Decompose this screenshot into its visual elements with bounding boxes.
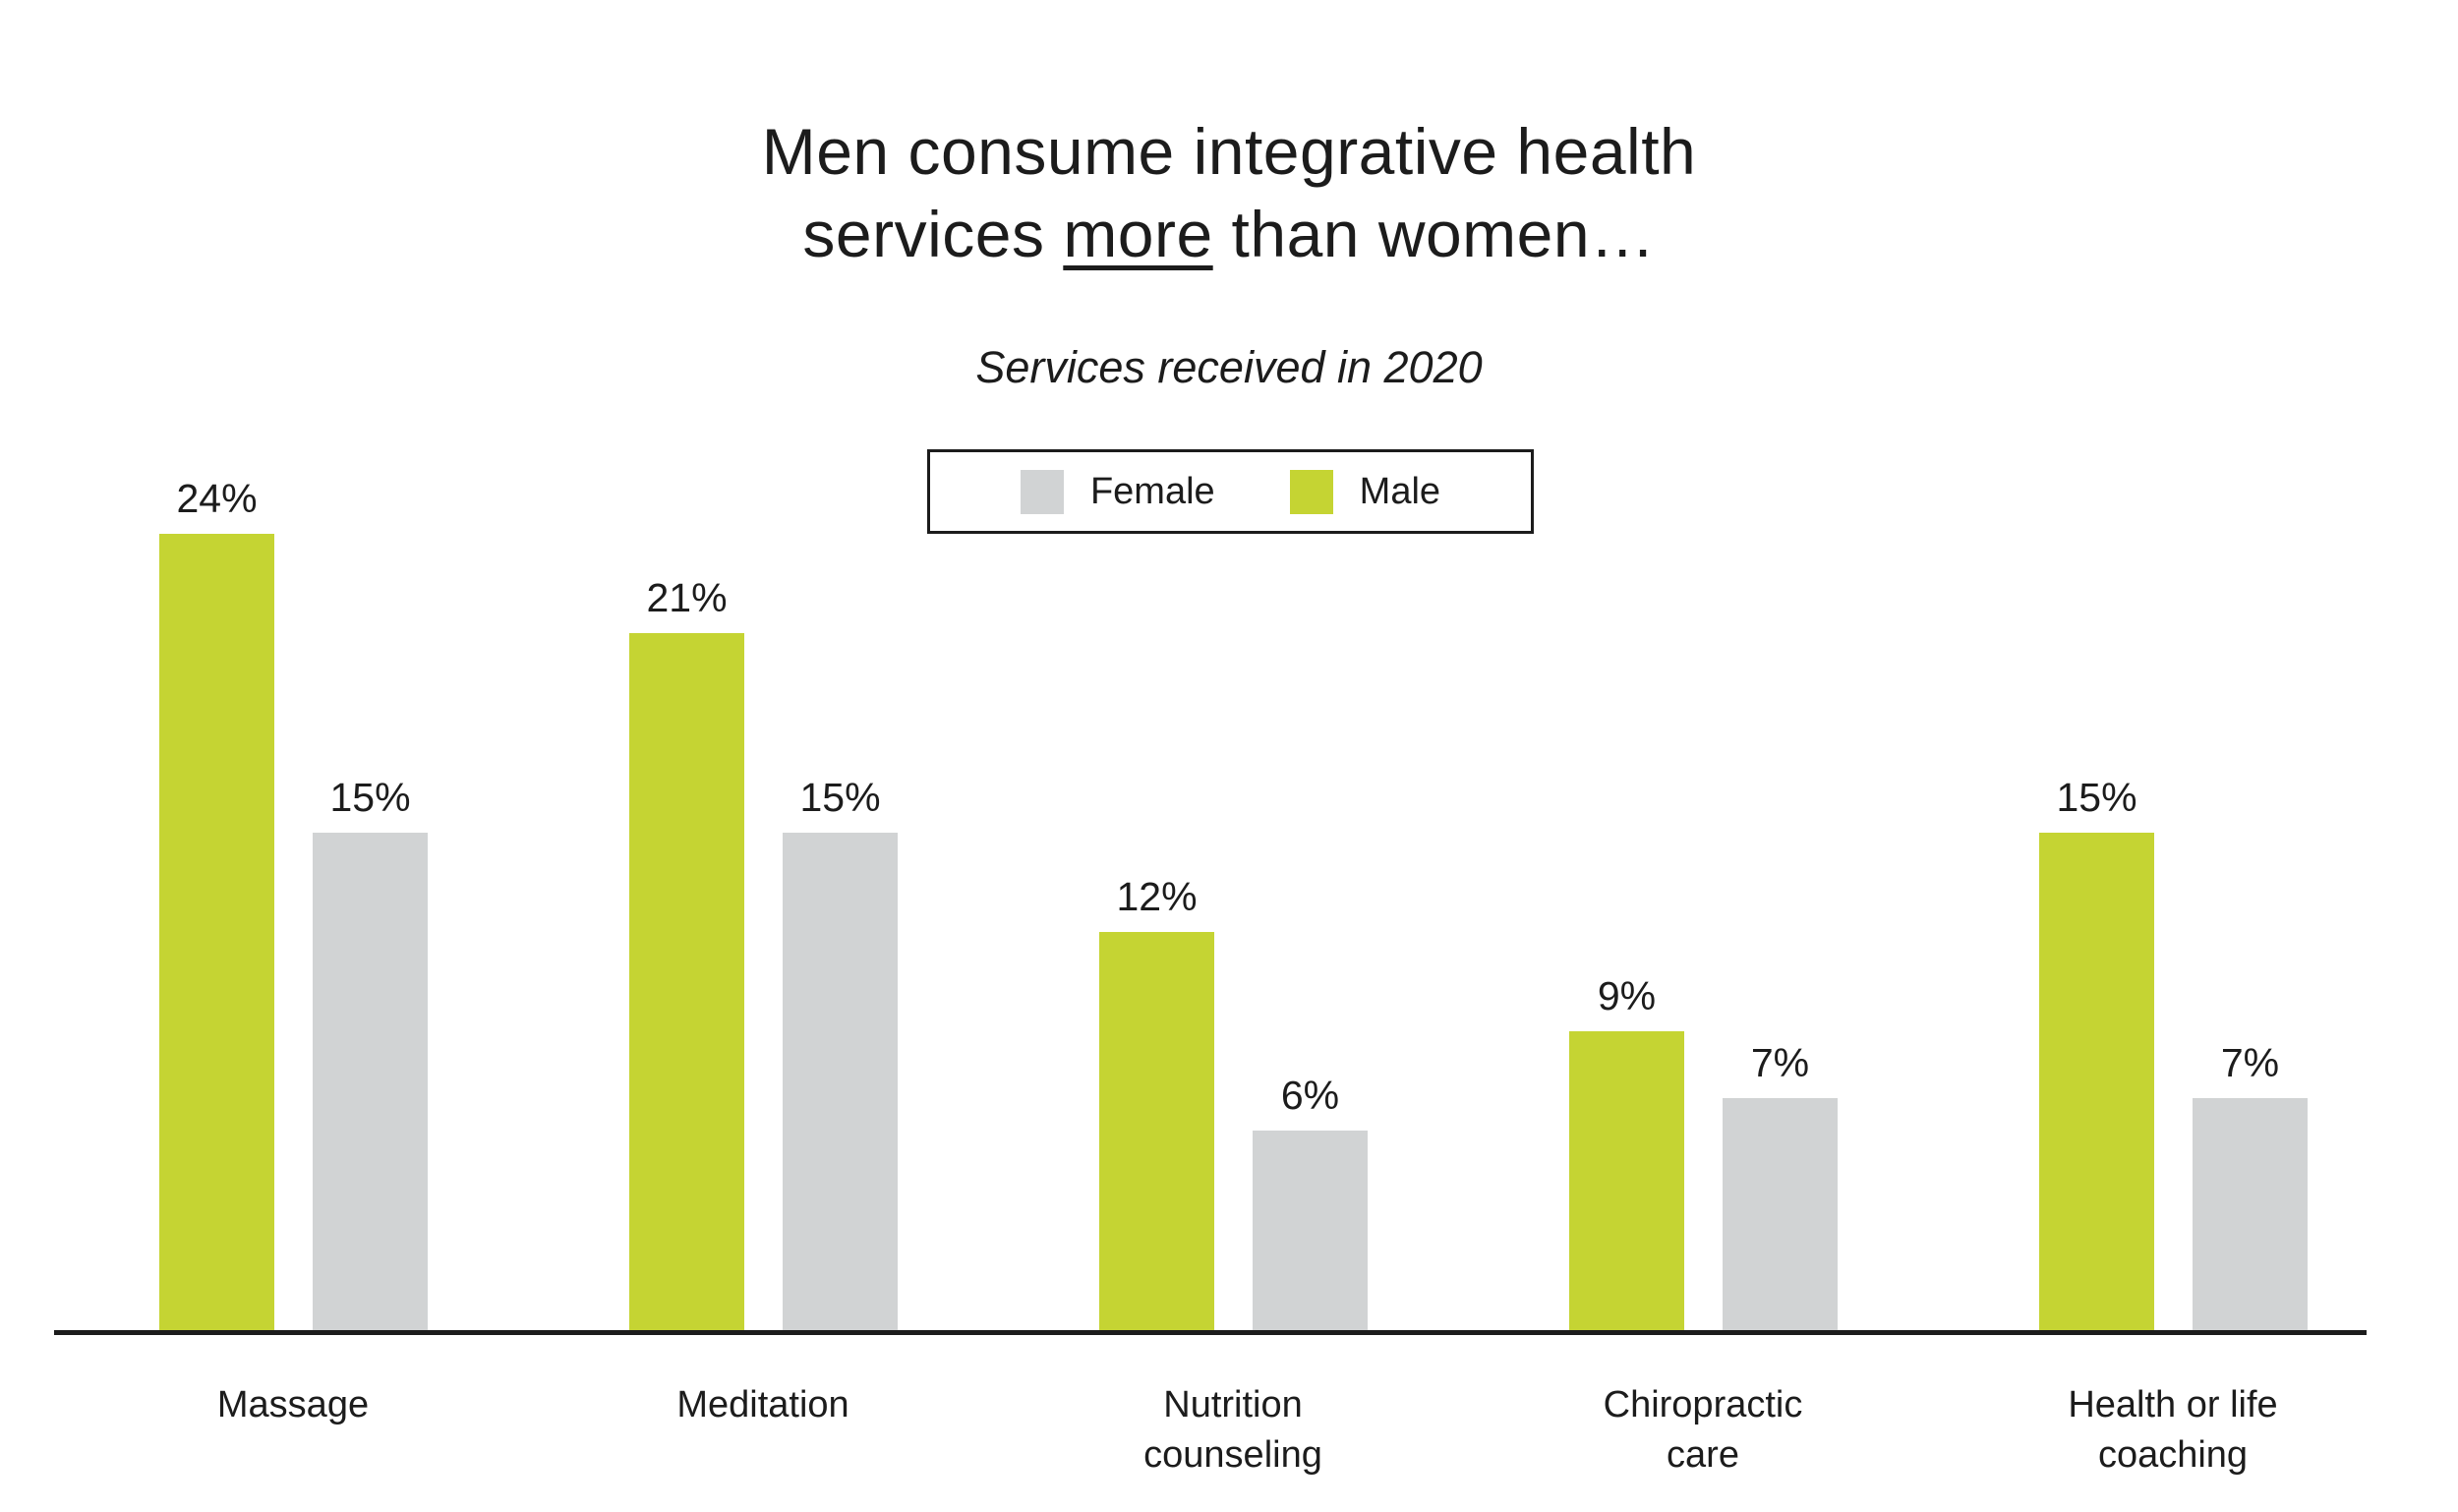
legend: Female Male xyxy=(927,449,1534,534)
title-line2-pre: services xyxy=(802,198,1064,270)
title-emphasis-underlined: more xyxy=(1063,198,1213,270)
legend-label-male: Male xyxy=(1359,471,1441,512)
bar-value-male-health-or-life-coaching: 15% xyxy=(2056,775,2137,820)
bar-male-meditation xyxy=(629,633,744,1330)
bar-value-male-meditation: 21% xyxy=(646,575,728,620)
legend-item-female: Female xyxy=(1020,469,1215,514)
bar-value-female-nutrition-counseling: 6% xyxy=(1280,1073,1340,1118)
x-axis-line xyxy=(54,1330,2367,1335)
bar-value-female-meditation: 15% xyxy=(799,775,881,820)
legend-swatch-male xyxy=(1289,469,1333,514)
bar-value-female-massage: 15% xyxy=(329,775,411,820)
category-label-health-or-life-coaching: Health or life coaching xyxy=(2068,1384,2278,1476)
bar-male-chiropractic-care xyxy=(1569,1031,1684,1330)
bar-female-nutrition-counseling xyxy=(1253,1131,1368,1330)
category-label-massage: Massage xyxy=(216,1384,370,1425)
legend-item-male: Male xyxy=(1289,469,1441,514)
bar-value-male-massage: 24% xyxy=(176,476,258,521)
bar-male-massage xyxy=(159,534,274,1330)
title-line2-post: than women… xyxy=(1212,198,1656,270)
bar-female-chiropractic-care xyxy=(1723,1098,1838,1330)
legend-swatch-female xyxy=(1020,469,1064,514)
bar-female-massage xyxy=(313,833,428,1330)
chart-title: Men consume integrative health services … xyxy=(0,110,2458,275)
category-label-meditation: Meditation xyxy=(676,1384,849,1425)
bar-female-health-or-life-coaching xyxy=(2193,1098,2308,1330)
bar-value-male-chiropractic-care: 9% xyxy=(1597,973,1657,1018)
bar-male-health-or-life-coaching xyxy=(2039,833,2154,1330)
bar-female-meditation xyxy=(783,833,898,1330)
legend-label-female: Female xyxy=(1089,471,1215,512)
chart-subtitle: Services received in 2020 xyxy=(975,342,1483,392)
title-line-2: services more than women… xyxy=(802,198,1655,270)
bar-value-female-health-or-life-coaching: 7% xyxy=(2220,1040,2280,1085)
bar-male-nutrition-counseling xyxy=(1099,932,1214,1330)
category-label-nutrition-counseling: Nutrition counseling xyxy=(1143,1384,1322,1476)
category-label-chiropractic-care: Chiropractic care xyxy=(1603,1384,1803,1476)
bar-value-female-chiropractic-care: 7% xyxy=(1750,1040,1810,1085)
title-line-1: Men consume integrative health xyxy=(761,115,1697,188)
bar-value-male-nutrition-counseling: 12% xyxy=(1116,874,1198,919)
